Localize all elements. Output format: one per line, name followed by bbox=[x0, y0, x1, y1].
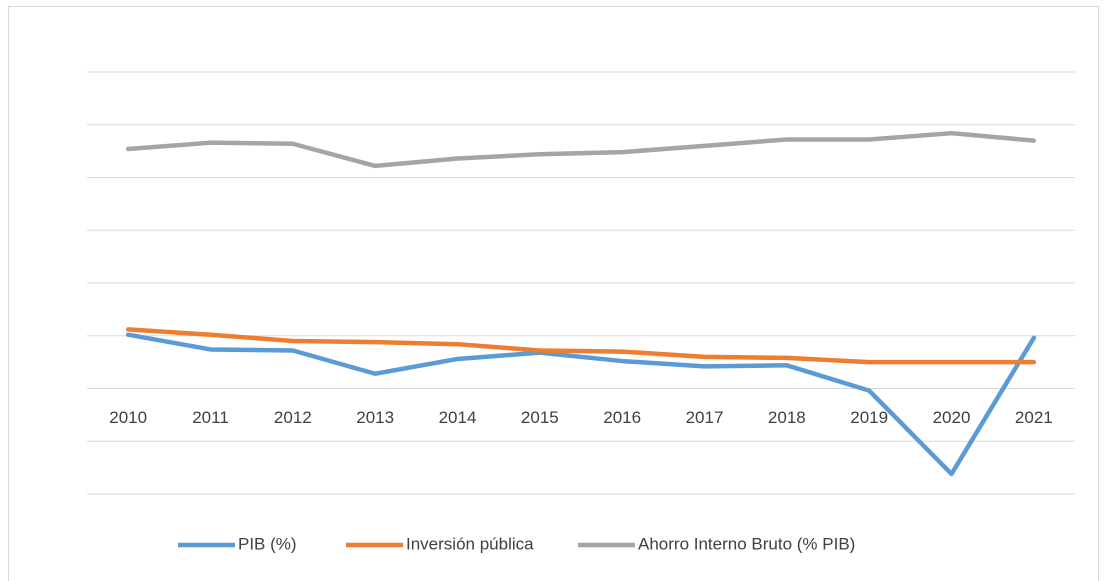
x-tick-label: 2013 bbox=[356, 408, 394, 427]
x-tick-label: 2021 bbox=[1015, 408, 1053, 427]
chart-frame bbox=[8, 6, 1099, 581]
x-tick-label: 2012 bbox=[274, 408, 312, 427]
x-tick-label: 2020 bbox=[933, 408, 971, 427]
legend-label: PIB (%) bbox=[238, 534, 297, 553]
x-tick-label: 2016 bbox=[603, 408, 641, 427]
series-line bbox=[125, 327, 1037, 365]
x-tick-label: 2015 bbox=[521, 408, 559, 427]
legend-label: Ahorro Interno Bruto (% PIB) bbox=[638, 534, 855, 553]
x-tick-label: 2010 bbox=[109, 408, 147, 427]
series-line bbox=[125, 130, 1037, 169]
x-tick-label: 2014 bbox=[439, 408, 477, 427]
series-line bbox=[125, 332, 1037, 477]
x-tick-label: 2018 bbox=[768, 408, 806, 427]
x-tick-label: 2011 bbox=[192, 408, 229, 427]
x-tick-label: 2019 bbox=[850, 408, 888, 427]
x-tick-label: 2017 bbox=[686, 408, 724, 427]
legend-label: Inversión pública bbox=[406, 534, 534, 553]
